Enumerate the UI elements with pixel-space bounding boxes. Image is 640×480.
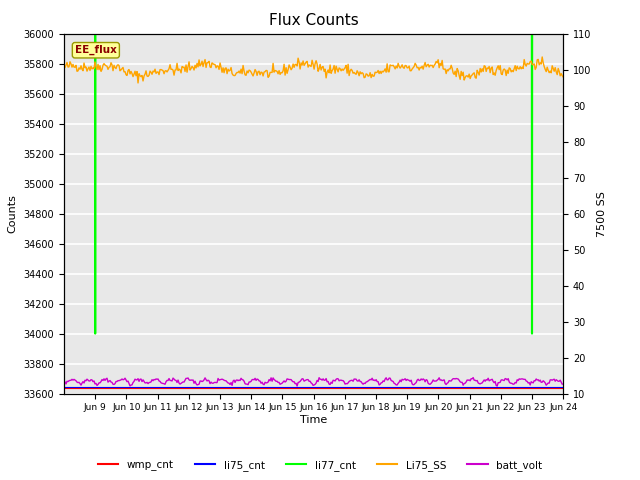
- Y-axis label: Counts: Counts: [8, 194, 18, 233]
- Y-axis label: 7500 SS: 7500 SS: [597, 191, 607, 237]
- Legend: wmp_cnt, li75_cnt, li77_cnt, Li75_SS, batt_volt: wmp_cnt, li75_cnt, li77_cnt, Li75_SS, ba…: [93, 456, 547, 475]
- Title: Flux Counts: Flux Counts: [269, 13, 358, 28]
- Text: EE_flux: EE_flux: [75, 45, 116, 55]
- X-axis label: Time: Time: [300, 415, 327, 425]
